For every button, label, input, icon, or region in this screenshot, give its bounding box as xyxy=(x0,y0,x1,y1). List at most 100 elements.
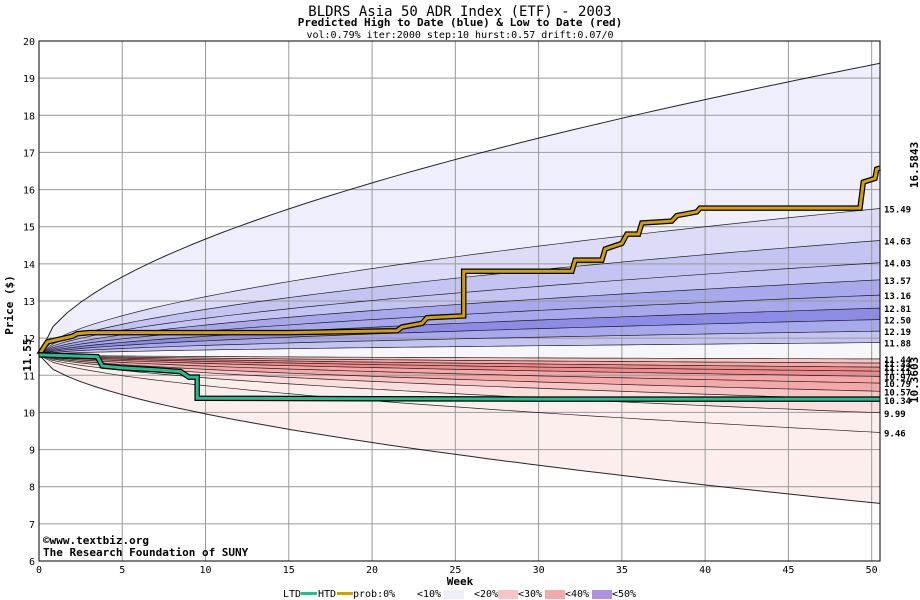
y-tick-label: 10 xyxy=(23,408,35,419)
y-tick-label: 11 xyxy=(23,371,35,382)
y-tick-label: 13 xyxy=(23,297,35,308)
upper-band-2 xyxy=(39,240,880,355)
x-tick-label: 10 xyxy=(200,565,212,576)
legend-htd-swatch xyxy=(337,592,353,595)
legend-p40: <40% xyxy=(565,589,589,600)
upper-band-4 xyxy=(39,279,880,355)
level-curve xyxy=(38,354,881,384)
x-axis-title: Week xyxy=(447,575,474,588)
y-tick-label: 9 xyxy=(29,446,35,457)
right-level-label: 13.57 xyxy=(884,277,911,287)
upper-band-5 xyxy=(39,295,880,355)
lower-band-3 xyxy=(39,354,880,377)
level-curve xyxy=(38,279,881,356)
level-curve xyxy=(38,354,881,377)
y-tick-label: 12 xyxy=(23,334,35,345)
start-price-label: 11.55 xyxy=(21,338,34,371)
right-level-label: 12.50 xyxy=(884,317,911,327)
level-curve xyxy=(38,208,881,356)
lower-band-4 xyxy=(39,354,880,384)
x-tick-label: 30 xyxy=(533,565,545,576)
upper-band-7 xyxy=(39,319,880,355)
htd-final-label: 16.5843 xyxy=(908,142,920,188)
x-tick-label: 25 xyxy=(449,565,461,576)
legend-p50: <50% xyxy=(612,589,636,600)
right-level-label: 13.16 xyxy=(884,292,911,302)
credit-url: ©www.textbiz.org xyxy=(43,534,149,547)
chart-title: BLDRS Asia 50 ADR Index (ETF) - 2003 xyxy=(308,4,611,20)
right-level-label: 14.63 xyxy=(884,237,911,247)
x-tick-label: 20 xyxy=(366,565,378,576)
level-curve xyxy=(38,319,881,356)
x-tick-label: 45 xyxy=(782,565,794,576)
level-curve xyxy=(38,354,881,433)
chart-subtitle: Predicted High to Date (blue) & Low to D… xyxy=(298,16,623,29)
y-tick-label: 8 xyxy=(29,483,35,494)
right-level-label: 11.88 xyxy=(884,340,911,350)
right-level-label: 9.99 xyxy=(884,410,906,420)
legend-htd: HTD xyxy=(318,589,336,600)
legend-ltd: LTD xyxy=(283,589,301,600)
x-tick-label: 5 xyxy=(119,565,125,576)
legend-swatch-0 xyxy=(397,590,417,599)
right-level-label: 10.57 xyxy=(884,388,911,398)
right-level-label: 10.34 xyxy=(884,397,912,407)
lower-band-2 xyxy=(39,354,880,372)
y-tick-label: 15 xyxy=(23,223,35,234)
level-curve xyxy=(38,307,881,356)
legend: LTD HTD prob:0% <10% <20% <30% <40% <50% xyxy=(283,589,636,600)
ltd-line xyxy=(38,353,880,401)
right-level-label: 15.49 xyxy=(884,206,911,216)
upper-band-1 xyxy=(39,208,880,355)
legend-p20: <20% xyxy=(474,589,498,600)
level-curve xyxy=(38,262,881,356)
chart-params: vol:0.79% iter:2000 step:10 hurst:0.57 d… xyxy=(306,30,613,41)
right-level-label: 11.44 xyxy=(884,356,912,366)
upper-band-3 xyxy=(39,262,880,355)
legend-ltd-swatch xyxy=(301,592,317,595)
right-level-label: 11.11 xyxy=(884,368,911,378)
legend-p10: <10% xyxy=(417,589,441,600)
htd-line xyxy=(37,166,881,356)
level-curve xyxy=(38,354,881,392)
lower-band-8 xyxy=(39,354,880,433)
legend-swatch-30 xyxy=(545,590,565,599)
level-curve xyxy=(38,354,880,360)
level-curve xyxy=(38,342,881,356)
y-tick-label: 18 xyxy=(23,111,35,122)
right-level-label: 10.79 xyxy=(884,380,911,390)
x-tick-label: 15 xyxy=(283,565,295,576)
y-tick-label: 6 xyxy=(29,557,35,568)
center-band xyxy=(39,342,880,359)
upper-band-0 xyxy=(39,63,880,355)
right-level-label: 14.03 xyxy=(884,260,911,270)
legend-swatch-20 xyxy=(498,590,518,599)
y-tick-label: 19 xyxy=(23,74,35,85)
x-tick-label: 0 xyxy=(36,565,42,576)
plot-area: 0 5 10 15 20 25 30 35 40 45 50 6 7 8 9 10 11 12 13 14 15 16 17… xyxy=(23,37,912,576)
level-curve xyxy=(38,240,881,356)
lower-band-5 xyxy=(39,354,880,392)
chart-title-block: BLDRS Asia 50 ADR Index (ETF) - 2003 Pre… xyxy=(298,4,623,41)
legend-prob: prob:0% xyxy=(353,589,395,600)
legend-p30: <30% xyxy=(518,589,542,600)
level-curve xyxy=(38,354,880,364)
lower-band-9 xyxy=(39,354,880,504)
right-level-label: 12.81 xyxy=(884,305,911,315)
level-curve xyxy=(38,354,881,504)
y-tick-label: 20 xyxy=(23,37,35,48)
level-curve xyxy=(38,62,881,356)
y-tick-label: 14 xyxy=(23,260,35,271)
upper-band-6 xyxy=(39,308,880,355)
x-tick-label: 35 xyxy=(616,565,628,576)
right-level-label: 11.22 xyxy=(884,364,911,374)
ltd-final-label: 10.3603 xyxy=(908,357,920,403)
level-curve xyxy=(38,354,881,368)
y-tick-label: 17 xyxy=(23,148,35,159)
legend-swatch-40 xyxy=(592,590,612,599)
x-tick-label: 50 xyxy=(866,565,878,576)
right-level-label: 12.19 xyxy=(884,328,911,338)
right-level-label: 11.33 xyxy=(884,360,911,370)
y-axis-title: Price ($) xyxy=(3,275,16,335)
